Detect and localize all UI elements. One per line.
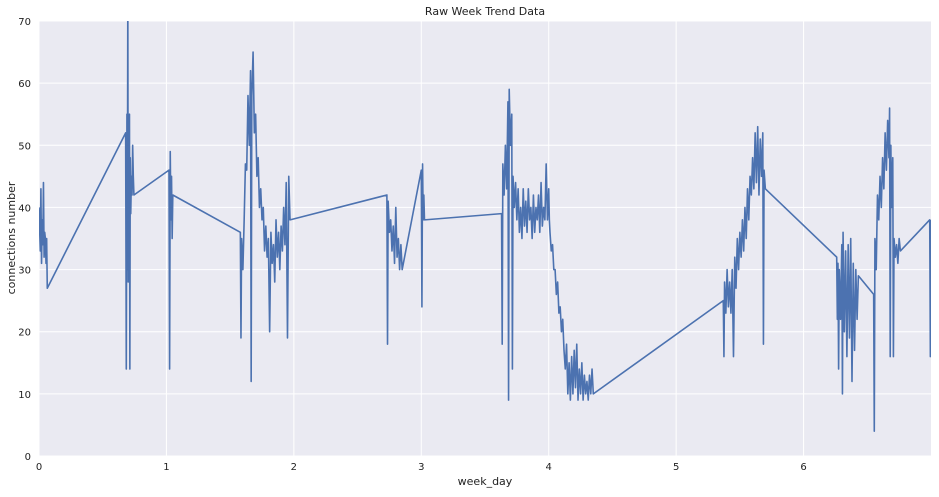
- x-axis-label: week_day: [458, 475, 513, 488]
- plot-background: [39, 21, 931, 456]
- y-axis-label: connections number: [5, 181, 18, 294]
- x-tick-label: 4: [546, 462, 552, 473]
- y-tick-label: 10: [18, 390, 31, 401]
- grid-lines: [38, 20, 931, 457]
- series-line: [39, 21, 931, 432]
- y-tick-label: 30: [18, 266, 31, 277]
- x-tick-label: 3: [418, 462, 424, 473]
- y-tick-label: 50: [18, 141, 31, 152]
- y-tick-label: 0: [25, 452, 31, 463]
- chart-title: Raw Week Trend Data: [425, 5, 545, 18]
- y-tick-label: 20: [18, 328, 31, 339]
- x-tick-label: 6: [800, 462, 806, 473]
- x-tick-label: 5: [673, 462, 679, 473]
- x-tick-label: 0: [36, 462, 42, 473]
- y-tick-label: 40: [18, 203, 31, 214]
- y-tick-label: 60: [18, 79, 31, 90]
- y-tick-label: 70: [18, 17, 31, 28]
- x-tick-label: 2: [291, 462, 297, 473]
- series-layer: [39, 21, 931, 432]
- x-tick-label: 1: [163, 462, 169, 473]
